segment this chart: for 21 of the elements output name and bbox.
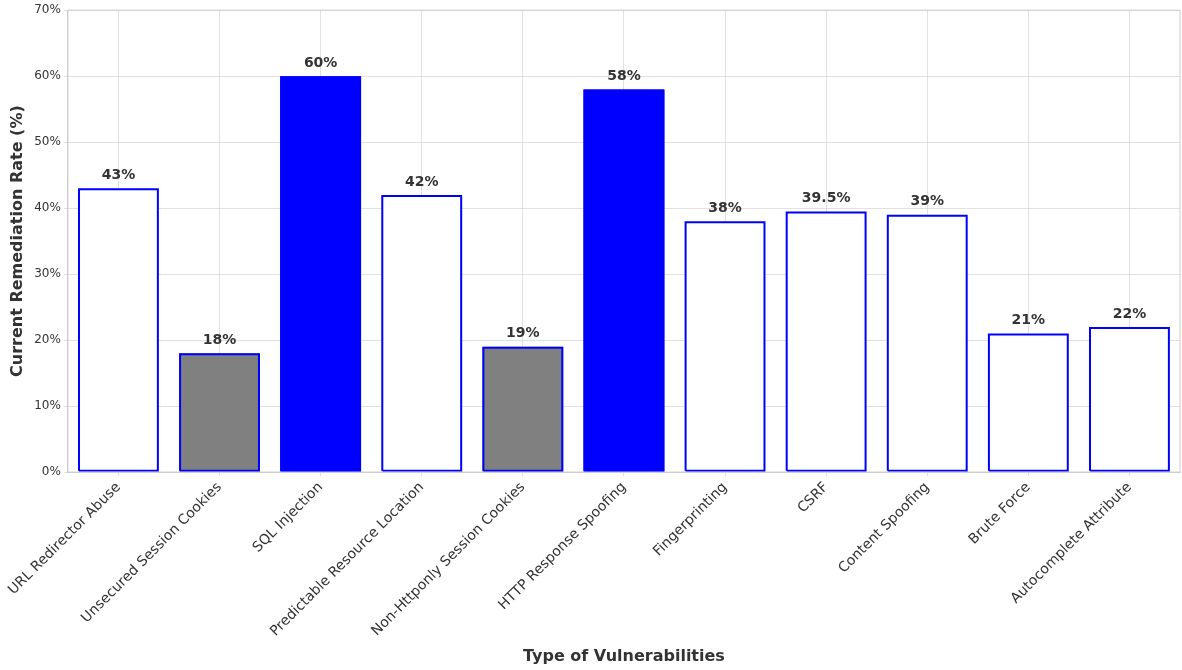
y-tick-label: 50% <box>34 134 61 149</box>
data-label: 39.5% <box>801 189 851 206</box>
data-label: 39% <box>910 192 944 209</box>
data-label: 22% <box>1112 304 1147 321</box>
y-tick-label: 30% <box>34 266 61 281</box>
y-tick-label: 40% <box>34 200 61 215</box>
data-label: 60% <box>303 53 338 70</box>
data-label: 58% <box>607 67 641 84</box>
data-label: 42% <box>404 172 439 189</box>
x-axis-title: Type of Vulnerabilities <box>523 645 725 665</box>
data-label: 18% <box>202 330 237 347</box>
y-tick-label: 0% <box>41 464 61 479</box>
y-tick-label: 10% <box>34 398 61 413</box>
data-label: 19% <box>506 324 540 341</box>
y-axis-title: Current Remediation Rate (%) <box>6 105 26 377</box>
data-label: 21% <box>1011 311 1046 328</box>
data-label: 43% <box>101 165 136 182</box>
y-tick-label: 20% <box>34 332 61 347</box>
y-tick-label: 60% <box>34 68 61 83</box>
y-tick-label: 70% <box>34 2 61 17</box>
data-label: 38% <box>708 198 742 215</box>
